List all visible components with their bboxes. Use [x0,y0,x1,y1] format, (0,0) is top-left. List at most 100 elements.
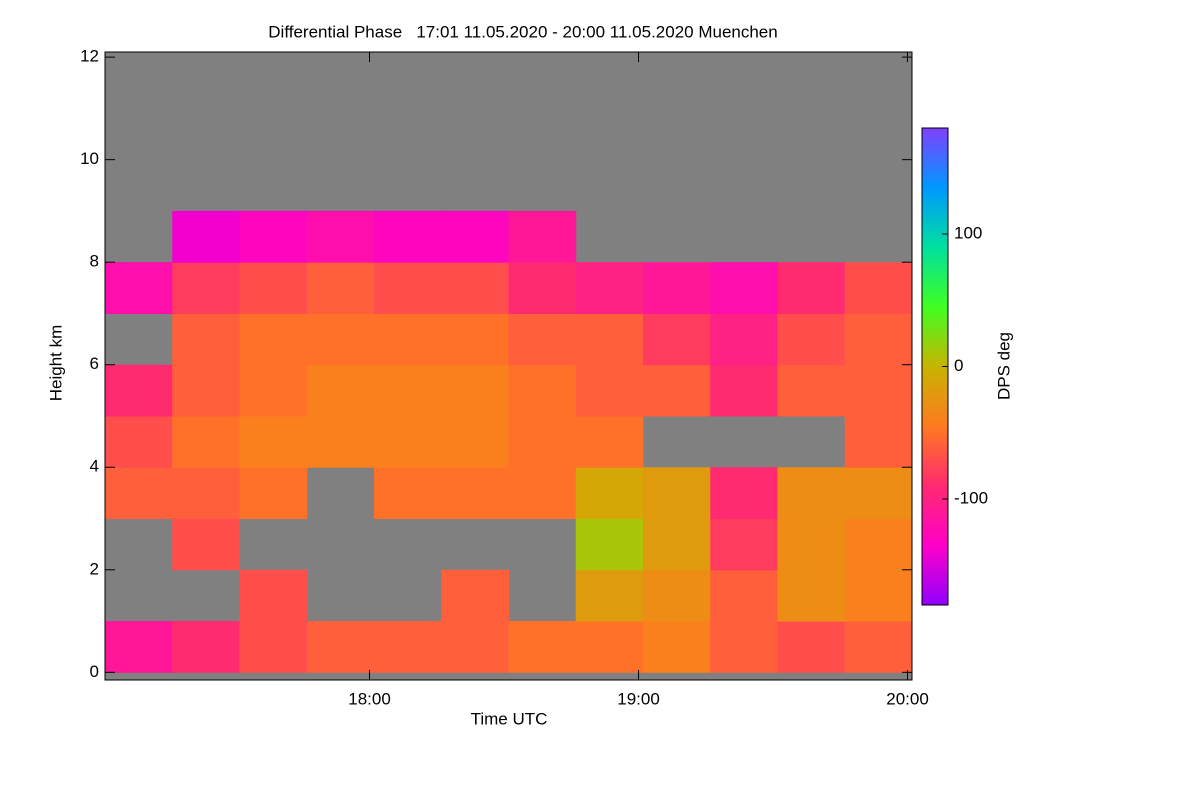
y-tick-label: 6 [90,354,99,373]
heatmap-cell [777,467,846,520]
heatmap-cell [239,313,308,366]
heatmap-cell [105,364,173,417]
heatmap-cell [306,262,375,314]
heatmap-cell [441,313,509,366]
heatmap-cell [441,467,509,520]
heatmap-cell [575,262,644,314]
heatmap-cell [374,210,442,263]
heatmap-cell [172,262,240,314]
heatmap-cell [643,569,711,622]
heatmap-cell [239,621,308,673]
heatmap-cell [710,518,778,571]
heatmap-cell [508,621,577,673]
heatmap-cell [374,467,442,520]
heatmap-cell [710,313,778,366]
chart-title: Differential Phase 17:01 11.05.2020 - 20… [268,22,777,41]
heatmap-cell [575,621,644,673]
heatmap-cell [306,210,375,263]
heatmap-cell [508,467,577,520]
colorbar-label: DPS deg [994,332,1013,400]
heatmap-cell [844,313,913,366]
heatmap-cell [643,262,711,314]
heatmap-cell [172,313,240,366]
heatmap-cell [239,262,308,314]
y-tick-label: 12 [80,47,99,66]
plot-frame [104,51,913,681]
heatmap-cell [777,621,846,673]
heatmap-cell [239,569,308,622]
heatmap-cell [575,313,644,366]
x-axis-label: Time UTC [471,709,548,728]
heatmap-cell [575,364,644,417]
y-tick-label: 8 [90,252,99,271]
heatmap-cell [306,415,375,468]
heatmap-cell [844,262,913,314]
heatmap-cell [844,518,913,571]
heatmap-cell [508,262,577,314]
heatmap-cell [844,415,913,468]
heatmap-cell [575,467,644,520]
heatmap-cell [643,467,711,520]
heatmap-cell [105,415,173,468]
heatmap-cell [441,210,509,263]
colorbar-tick-label: -100 [954,488,988,507]
y-tick-label: 2 [90,559,99,578]
heatmap-cell [508,313,577,366]
heatmap-cell [508,364,577,417]
heatmap-cell [710,621,778,673]
heatmap-cell [172,467,240,520]
heatmap-cell [643,364,711,417]
heatmap-cell [441,621,509,673]
y-tick-label: 10 [80,149,99,168]
heatmap-cell [643,313,711,366]
heatmap-cell [441,262,509,314]
heatmap-cell [575,518,644,571]
colorbar-tick-label: 100 [954,223,982,242]
heatmap-cell [374,364,442,417]
y-tick-label: 4 [90,457,99,476]
heatmap-cell [710,364,778,417]
heatmap-cell [508,415,577,468]
y-tick-label: 0 [90,662,99,681]
heatmap-cell [105,262,173,314]
heatmap-cell [643,621,711,673]
heatmap-cell [441,364,509,417]
heatmap-cell [575,415,644,468]
heatmap-cell [844,467,913,520]
heatmap-cell [172,364,240,417]
heatmap-cell [105,467,173,520]
heatmap-cell [441,569,509,622]
heatmap-cell [172,415,240,468]
heatmap-cell [575,569,644,622]
heatmap-cell [239,364,308,417]
heatmap-cell [239,467,308,520]
heatmap-cell [710,262,778,314]
heatmap-cell [844,569,913,622]
heatmap-cell [374,262,442,314]
heatmap-cell [105,621,173,673]
heatmap-cell [710,467,778,520]
heatmap-cell [374,621,442,673]
heatmap-cell [777,569,846,622]
x-tick-label: 19:00 [617,689,660,708]
heatmap-cell [374,415,442,468]
heatmap-cell [844,621,913,673]
heatmap-cell [306,621,375,673]
heatmap-cell [441,415,509,468]
x-tick-label: 18:00 [348,689,391,708]
heatmap-cell [239,415,308,468]
heatmap-cell [172,518,240,571]
y-axis-label: Height km [46,325,65,402]
heatmap-cell [306,364,375,417]
heatmap-cell [643,518,711,571]
heatmap-cell [172,210,240,263]
heatmap-cell [777,364,846,417]
heatmap-cell [844,364,913,417]
heatmap-cell [239,210,308,263]
heatmap-cell [777,518,846,571]
heatmap-cell [777,313,846,366]
heatmap-cell [710,569,778,622]
heatmap-cell [306,313,375,366]
heatmap-cell [777,262,846,314]
